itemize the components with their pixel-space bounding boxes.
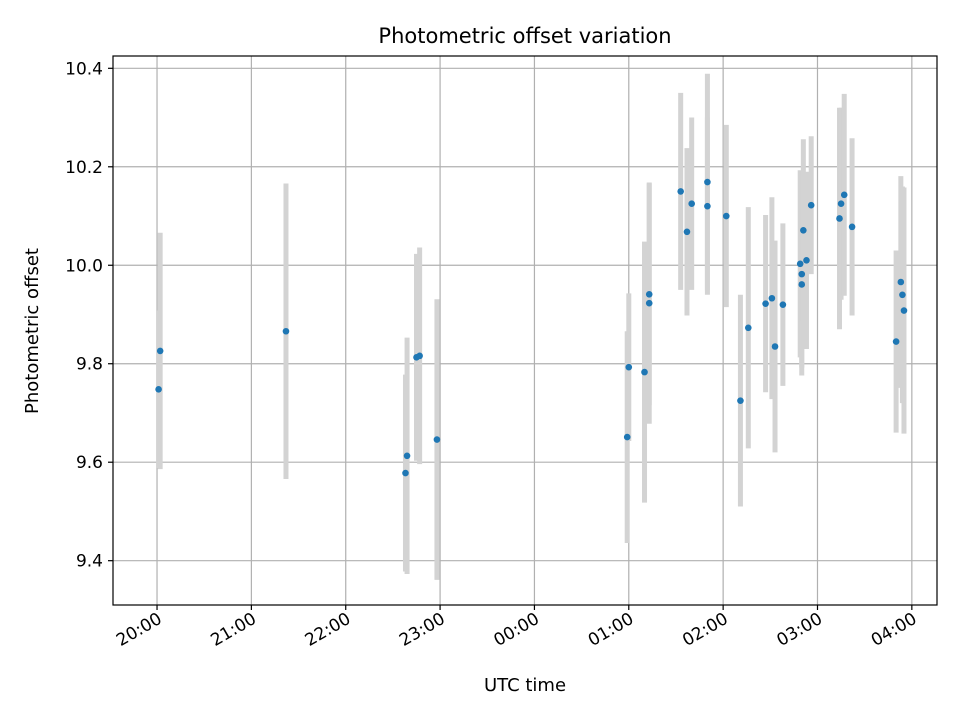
data-point — [848, 223, 856, 231]
data-point — [892, 338, 900, 345]
data-point — [722, 212, 730, 220]
plot-frame — [112, 55, 938, 606]
axis-ticks: 20:00 21:00 22:00 23:00 00:00 01:00 02:00 03:00… — [65, 59, 920, 651]
data-point — [779, 301, 787, 308]
data-point — [798, 281, 806, 288]
data-point — [625, 363, 633, 371]
y-tick-label: 9.6 — [76, 453, 103, 473]
data-point — [645, 291, 653, 298]
y-axis-label: Photometric offset — [22, 248, 43, 414]
data-point — [899, 291, 906, 299]
data-point — [688, 200, 695, 208]
data-point — [282, 327, 290, 335]
x-tick-label: 22:00 — [302, 609, 354, 651]
data-point — [402, 469, 409, 477]
data-point — [744, 324, 752, 332]
data-point — [677, 188, 684, 195]
chart-title: Photometric offset variation — [378, 24, 671, 48]
x-tick-label: 21:00 — [207, 609, 259, 651]
y-tick-label: 10.4 — [65, 59, 103, 79]
data-point — [796, 260, 804, 268]
data-point — [840, 191, 848, 199]
data-point — [433, 436, 441, 443]
y-tick-label: 10.0 — [65, 256, 103, 276]
data-point — [798, 270, 806, 278]
data-point — [768, 294, 776, 302]
x-tick-label: 02:00 — [679, 609, 731, 651]
data-point — [645, 299, 653, 307]
data-point — [641, 368, 648, 376]
x-tick-label: 20:00 — [113, 609, 165, 651]
data-point — [803, 257, 810, 264]
data-points-layer — [155, 73, 908, 580]
data-point — [156, 347, 164, 355]
data-point — [623, 433, 631, 441]
x-tick-label: 23:00 — [396, 609, 448, 651]
x-tick-label: 00:00 — [490, 609, 542, 651]
data-point — [837, 200, 845, 208]
data-point — [683, 228, 691, 236]
x-axis-label: UTC time — [484, 675, 566, 696]
data-point — [807, 201, 815, 209]
x-tick-label: 03:00 — [774, 609, 826, 651]
data-point — [897, 278, 905, 286]
data-point — [836, 215, 843, 222]
y-tick-label: 9.4 — [76, 552, 103, 572]
data-point — [155, 386, 162, 393]
data-point — [900, 307, 908, 314]
data-point — [704, 178, 711, 186]
data-point — [800, 227, 807, 234]
y-tick-label: 9.8 — [76, 355, 103, 375]
y-tick-label: 10.2 — [65, 158, 103, 178]
data-point — [737, 397, 744, 404]
data-point — [771, 343, 779, 350]
data-point — [704, 202, 711, 210]
x-tick-label: 04:00 — [868, 609, 920, 651]
data-point — [762, 300, 769, 307]
data-point — [403, 452, 411, 460]
x-tick-label: 01:00 — [585, 609, 637, 651]
data-point — [416, 352, 423, 360]
